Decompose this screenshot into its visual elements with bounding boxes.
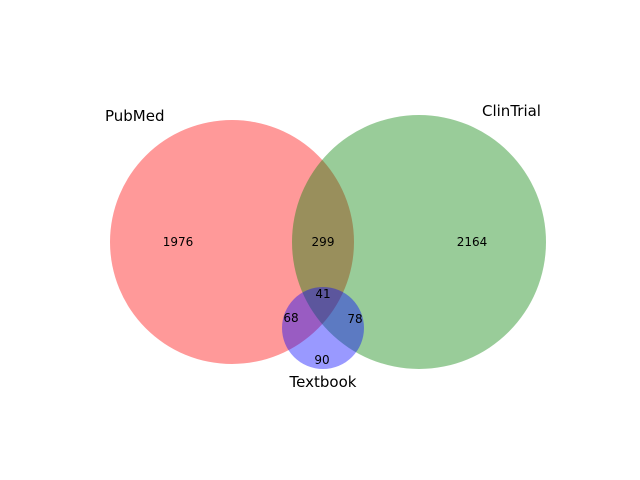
textbook-circle — [282, 287, 364, 369]
region-textbook-only: 90 — [314, 353, 329, 367]
set-labels: PubMed ClinTrial Textbook — [105, 102, 541, 391]
region-pubmed-clintrial: 299 — [312, 235, 335, 249]
pubmed-circle — [110, 120, 354, 364]
region-pubmed-only: 1976 — [163, 235, 194, 249]
clintrial-label: ClinTrial — [482, 102, 541, 120]
pubmed-label: PubMed — [105, 107, 165, 125]
clintrial-circle — [292, 115, 546, 369]
region-clintrial-only: 2164 — [457, 235, 488, 249]
region-labels: 1976 2164 299 90 68 78 41 — [163, 235, 488, 367]
region-pubmed-textbook: 68 — [283, 311, 298, 325]
set-circles — [110, 115, 546, 369]
region-all-three: 41 — [315, 287, 330, 301]
textbook-label: Textbook — [289, 373, 357, 391]
region-clintrial-textbook: 78 — [347, 312, 362, 326]
